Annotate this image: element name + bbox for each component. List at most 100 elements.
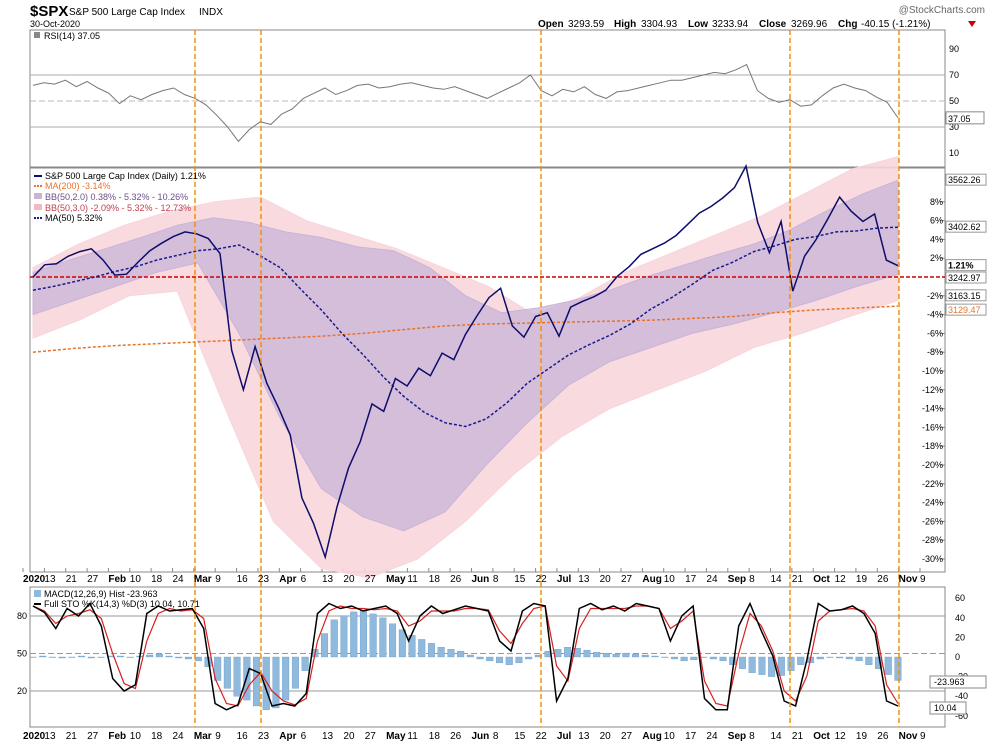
macd-hist-bar — [389, 623, 397, 658]
x-label-top: 12 — [835, 574, 847, 585]
series-lines — [30, 63, 945, 711]
low-label: Low — [688, 19, 708, 30]
x-label-bottom: 2020 — [23, 731, 46, 742]
macd-hist-bar — [301, 656, 309, 671]
legend-ma50: MA(50) 5.32% — [45, 213, 103, 223]
x-label-top: Nov — [899, 574, 918, 585]
x-label-bottom: 23 — [258, 731, 270, 742]
rsi-tick-label: 70 — [949, 70, 959, 80]
legend-sto: Full STO %K(14,3) %D(3) 10.04, 10.71 — [44, 599, 200, 609]
macd-hist-bar — [58, 656, 66, 659]
x-label-bottom: 18 — [151, 731, 163, 742]
x-label-top: 6 — [301, 574, 307, 585]
x-label-bottom: Jul — [557, 731, 572, 742]
macd-hist-bar — [651, 655, 659, 658]
macd-hist-bar — [797, 656, 805, 665]
x-label-bottom: Sep — [728, 731, 746, 742]
price-tick-label: -14% — [922, 404, 943, 414]
price-tick-label: -20% — [922, 460, 943, 470]
price-tick-label: -2% — [927, 291, 943, 301]
macd-tick-label: -60 — [955, 711, 968, 721]
open-value: 3293.59 — [568, 19, 605, 30]
price-tick-label: -24% — [922, 498, 943, 508]
macd-tick-label: 20 — [955, 632, 965, 642]
macd-hist-bar — [291, 656, 299, 689]
macd-hist-bar — [116, 655, 124, 658]
macd-hist-bar — [87, 656, 95, 659]
rsi-tick-label: 50 — [949, 96, 959, 106]
x-label-bottom: 17 — [685, 731, 697, 742]
macd-hist-bar — [622, 652, 630, 658]
rsi-value-box — [945, 111, 985, 125]
macd-hist-bar — [515, 656, 523, 664]
macd-hist-bar — [398, 629, 406, 658]
macd-hist-bar — [690, 656, 698, 661]
x-label-top: 27 — [87, 574, 99, 585]
macd-hist-bar — [816, 656, 824, 660]
price-tick-label: 8% — [930, 197, 943, 207]
macd-hist-bar — [447, 649, 455, 658]
price-label-bb-upper-box — [945, 173, 987, 186]
x-label-bottom: 21 — [792, 731, 804, 742]
x-label-bottom: 10 — [130, 731, 142, 742]
x-label-top: Oct — [813, 574, 830, 585]
legend-bb2: BB(50,2.0) 0.38% - 5.32% - 10.26% — [45, 192, 188, 202]
macd-hist-bar — [350, 611, 358, 658]
x-label-bottom: 11 — [407, 731, 418, 742]
macd-hist-bar — [845, 656, 853, 660]
x-label-top: Jun — [472, 574, 490, 585]
down-arrow-icon — [968, 21, 976, 27]
rsi-legend-swatch — [34, 32, 40, 38]
price-label-ma50: 3402.62 — [948, 222, 981, 232]
x-label-top: 9 — [215, 574, 221, 585]
x-label-top: 13 — [44, 574, 56, 585]
x-label-top: 24 — [706, 574, 718, 585]
legend-swatch-hist — [34, 590, 41, 597]
macd-hist-bar — [359, 609, 367, 658]
x-label-bottom: 21 — [66, 731, 78, 742]
macd-hist-bar — [29, 656, 37, 658]
macd-hist-bar — [78, 655, 86, 658]
x-label-bottom: Mar — [194, 731, 212, 742]
macd-hist-bar — [486, 656, 494, 662]
price-label-bb-upper: 3562.26 — [948, 175, 981, 185]
price-label-ma50-box — [945, 220, 987, 233]
x-label-top: 14 — [771, 574, 783, 585]
price-legend: S&P 500 Large Cap Index (Daily) 1.21% MA… — [34, 171, 206, 223]
rsi-legend-text: RSI(14) 37.05 — [44, 31, 100, 41]
x-label-bottom: 24 — [706, 731, 718, 742]
macd-hist-bar — [602, 652, 610, 658]
x-label-bottom: 16 — [237, 731, 249, 742]
index-name: S&P 500 Large Cap Index — [69, 7, 185, 18]
macd-hist-bar — [748, 656, 756, 673]
macd-hist-bar — [758, 656, 766, 675]
x-label-top: 10 — [664, 574, 676, 585]
chg-label: Chg — [838, 19, 857, 30]
x-label-bottom: 9 — [215, 731, 221, 742]
macd-hist-bar — [194, 656, 202, 662]
x-label-top: 8 — [493, 574, 499, 585]
x-label-top: 17 — [685, 574, 697, 585]
x-label-bottom: 22 — [536, 731, 548, 742]
x-label-bottom: 8 — [493, 731, 499, 742]
axis-labels: 907050301037.058%6%4%2%-2%-4%-6%-8%-10%-… — [17, 44, 987, 742]
ma200-line — [32, 305, 899, 353]
x-label-bottom: Oct — [813, 731, 830, 742]
macd-tick-label: 40 — [955, 613, 965, 623]
price-label-base-box — [945, 271, 987, 284]
x-label-bottom: 26 — [877, 731, 889, 742]
x-label-bottom: Aug — [642, 731, 661, 742]
x-label-bottom: 19 — [856, 731, 868, 742]
x-label-bottom: 9 — [920, 731, 926, 742]
macd-hist-bar — [836, 656, 844, 659]
price-tick-label: -10% — [922, 366, 943, 376]
price-line — [32, 163, 899, 560]
rsi-tick-label: 10 — [949, 148, 959, 158]
macd-hist-bar — [68, 656, 76, 658]
x-label-top: Aug — [642, 574, 661, 585]
x-label-top: 21 — [66, 574, 78, 585]
x-label-bottom: 6 — [301, 731, 307, 742]
price-tick-label: -28% — [922, 535, 943, 545]
x-label-top: Feb — [108, 574, 126, 585]
macd-value-box — [929, 675, 987, 689]
